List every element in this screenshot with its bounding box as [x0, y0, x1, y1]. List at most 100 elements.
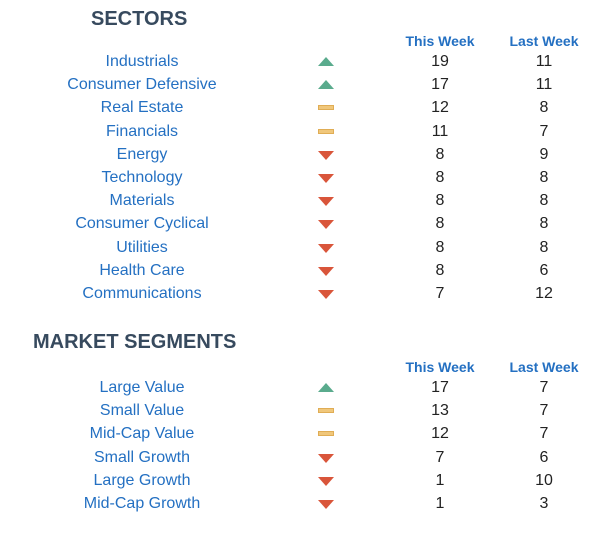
table-row: Financials 11 7: [0, 120, 607, 143]
segments-header-last-week: Last Week: [509, 359, 579, 375]
row-label: Financials: [105, 122, 179, 140]
this-week-value: 8: [435, 261, 445, 279]
table-row: Materials 8 8: [0, 189, 607, 212]
triangle-up-icon: [318, 57, 334, 66]
last-week-value: 7: [539, 402, 549, 420]
trend-indicator: [318, 50, 334, 73]
this-week-value: 11: [431, 122, 449, 140]
table-row: Mid-Cap Growth 1 3: [0, 492, 607, 515]
triangle-down-icon: [318, 500, 334, 509]
this-week-value: 8: [435, 215, 445, 233]
row-label: Consumer Defensive: [67, 76, 217, 94]
last-week-value: 8: [539, 238, 549, 256]
trend-indicator: [318, 143, 334, 166]
this-week-value: 1: [435, 471, 445, 489]
triangle-down-icon: [318, 220, 334, 230]
dash-icon: [318, 128, 334, 134]
dash-icon: [318, 431, 334, 437]
sectors-header-last-week: Last Week: [509, 33, 579, 49]
row-label: Mid-Cap Growth: [83, 495, 201, 512]
this-week-value: 17: [431, 76, 449, 94]
last-week-value: 8: [539, 99, 549, 117]
row-label: Technology: [101, 169, 183, 186]
this-week-value: 17: [431, 379, 449, 396]
table-row: Large Growth 1 10: [0, 469, 607, 492]
trend-indicator: [318, 469, 334, 492]
trend-indicator: [318, 399, 334, 422]
trend-indicator: [318, 73, 334, 96]
row-label: Energy: [116, 145, 168, 163]
row-label: Real Estate: [100, 99, 184, 117]
last-week-value: 7: [539, 379, 549, 396]
last-week-value: 12: [535, 285, 553, 302]
table-row: Small Value 13 7: [0, 399, 607, 422]
table-row: Energy 8 9: [0, 143, 607, 166]
trend-indicator: [318, 446, 334, 469]
triangle-up-icon: [318, 80, 334, 90]
trend-indicator: [318, 422, 334, 445]
this-week-value: 12: [431, 425, 449, 443]
table-row: Small Growth 7 6: [0, 446, 607, 469]
last-week-value: 3: [539, 495, 549, 512]
row-label: Small Value: [99, 402, 185, 420]
row-label: Mid-Cap Value: [89, 425, 195, 443]
triangle-down-icon: [318, 476, 334, 486]
this-week-value: 13: [431, 402, 449, 420]
table-row: Consumer Defensive 17 11: [0, 73, 607, 96]
trend-indicator: [318, 96, 334, 119]
last-week-value: 6: [539, 261, 549, 279]
triangle-up-icon: [318, 383, 334, 392]
table-row: Health Care 8 6: [0, 259, 607, 282]
table-row: Mid-Cap Value 12 7: [0, 422, 607, 445]
triangle-down-icon: [318, 197, 334, 207]
row-label: Health Care: [99, 261, 185, 279]
triangle-down-icon: [318, 453, 334, 463]
this-week-value: 8: [435, 145, 445, 163]
table-row: Consumer Cyclical 8 8: [0, 212, 607, 235]
triangle-down-icon: [318, 266, 334, 276]
table-row: Communications 7 12: [0, 282, 607, 305]
row-label: Large Growth: [93, 471, 191, 489]
last-week-value: 7: [539, 425, 549, 443]
row-label: Industrials: [105, 53, 179, 70]
dash-icon: [318, 105, 334, 111]
dash-icon: [318, 408, 334, 414]
last-week-value: 11: [535, 53, 553, 70]
this-week-value: 7: [435, 448, 445, 466]
sectors-title: SECTORS: [91, 8, 188, 30]
triangle-down-icon: [318, 290, 334, 299]
last-week-value: 8: [539, 169, 549, 186]
row-label: Small Growth: [93, 448, 191, 466]
table-row: Large Value 17 7: [0, 376, 607, 399]
last-week-value: 6: [539, 448, 549, 466]
row-label: Consumer Cyclical: [75, 215, 209, 233]
segments-header-this-week: This Week: [405, 359, 475, 375]
row-label: Communications: [82, 285, 202, 302]
this-week-value: 7: [435, 285, 445, 302]
last-week-value: 7: [539, 122, 549, 140]
table-row: Utilities 8 8: [0, 236, 607, 259]
trend-indicator: [318, 259, 334, 282]
last-week-value: 10: [535, 471, 553, 489]
this-week-value: 12: [431, 99, 449, 117]
trend-indicator: [318, 166, 334, 189]
last-week-value: 8: [539, 192, 549, 210]
this-week-value: 8: [435, 238, 445, 256]
trend-indicator: [318, 376, 334, 399]
this-week-value: 1: [435, 495, 445, 512]
last-week-value: 11: [535, 76, 553, 94]
trend-indicator: [318, 212, 334, 235]
this-week-value: 19: [431, 53, 449, 70]
table-row: Technology 8 8: [0, 166, 607, 189]
triangle-down-icon: [318, 150, 334, 160]
row-label: Materials: [109, 192, 175, 210]
this-week-value: 8: [435, 192, 445, 210]
triangle-down-icon: [318, 243, 334, 253]
trend-indicator: [318, 236, 334, 259]
trend-indicator: [318, 492, 334, 515]
table-row: Real Estate 12 8: [0, 96, 607, 119]
segments-title: MARKET SEGMENTS: [33, 331, 237, 353]
row-label: Utilities: [116, 238, 168, 256]
this-week-value: 8: [435, 169, 445, 186]
sectors-header-this-week: This Week: [405, 33, 475, 49]
